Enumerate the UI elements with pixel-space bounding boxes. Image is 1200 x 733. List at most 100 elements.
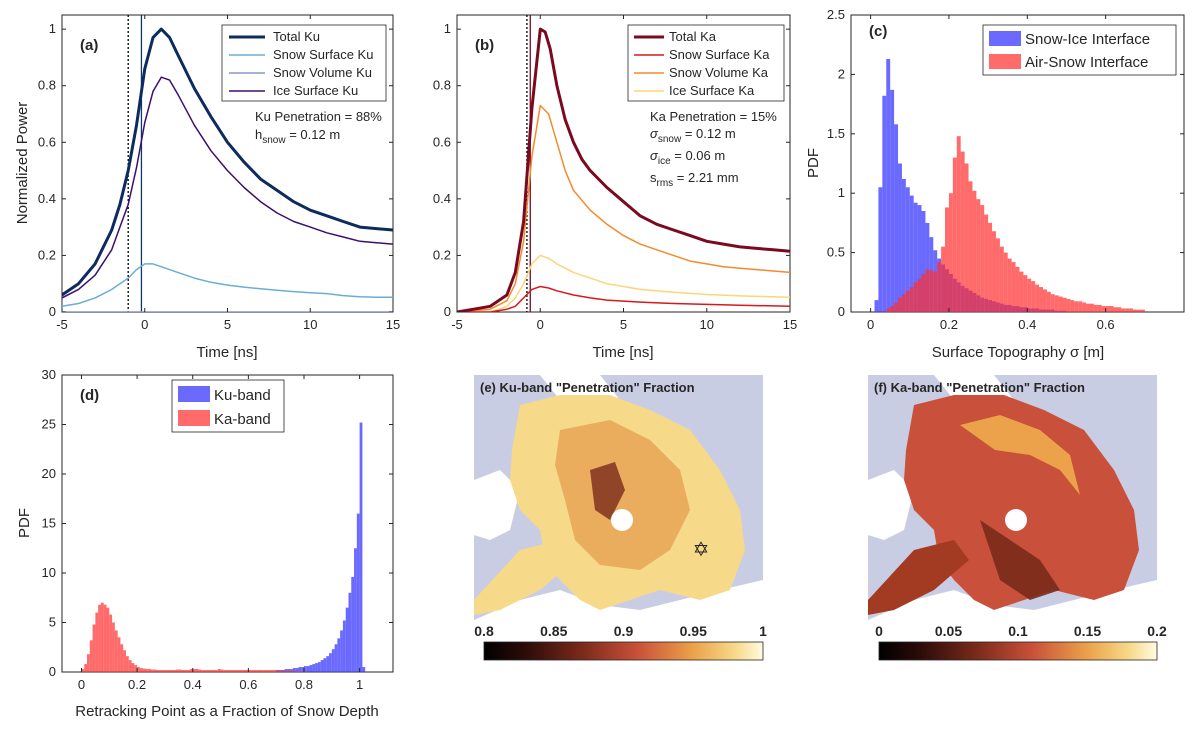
histogram-bar — [167, 670, 171, 672]
histogram-bar — [1027, 278, 1032, 312]
histogram-bar — [913, 202, 918, 312]
legend-label-snow-volume-ku: Snow Volume Ku — [273, 65, 372, 80]
histogram-bar — [295, 668, 299, 672]
histogram-bar — [351, 576, 355, 672]
histogram-bar — [886, 308, 891, 312]
y-tick-label: 15 — [42, 516, 56, 531]
histogram-bar — [248, 670, 252, 672]
panel-f-map: (f) Ka-band "Penetration" Fraction 0 0.05… — [868, 375, 1167, 672]
histogram-bar — [1019, 271, 1024, 312]
histogram-bar — [317, 662, 321, 672]
y-tick-label: 5 — [49, 615, 56, 630]
histogram-bar — [984, 214, 989, 312]
histogram-bar — [1089, 303, 1094, 312]
histogram-bar — [925, 222, 930, 312]
histogram-bar — [301, 667, 304, 672]
panel-a-annotation-hsnow: hsnow = 0.12 m — [255, 127, 340, 146]
y-tick-label: 0.4 — [433, 191, 451, 206]
x-tick-label: 10 — [700, 317, 714, 332]
legend-label-snow-volume-ka: Snow Volume Ka — [669, 65, 769, 80]
histogram-bar — [960, 151, 965, 312]
histogram-bar — [1007, 258, 1012, 312]
histogram-bar — [329, 653, 332, 672]
panel-d-xlabel: Retracking Point as a Fraction of Snow D… — [75, 703, 379, 720]
series-line-snow-surface-ku — [62, 263, 393, 308]
histogram-bar — [217, 669, 221, 672]
colorbar-tick-label: 0.1 — [1008, 623, 1028, 639]
histogram-bar — [156, 670, 160, 672]
map-f-sea-ice-strip — [868, 540, 969, 615]
map-e-land-west — [474, 470, 520, 540]
histogram-bar — [273, 670, 277, 672]
map-f-land-west — [868, 470, 914, 540]
histogram-bar — [220, 669, 224, 672]
histogram-bar — [917, 205, 922, 312]
panel-d-ylabel: PDF — [16, 508, 33, 538]
legend-label-air-snow-interface: Air-Snow Interface — [1025, 54, 1148, 71]
histogram-bar — [362, 667, 366, 672]
histogram-bar — [890, 306, 895, 312]
histogram-bar — [245, 670, 249, 672]
x-tick-label: 0.6 — [1097, 317, 1115, 332]
histogram-bar — [148, 669, 152, 672]
histogram-bar — [1066, 298, 1071, 312]
panel-b-annotation-sigma-snow: σsnow = 0.12 m — [650, 126, 736, 145]
histogram-bar — [284, 669, 288, 672]
panel-c: 0 0.2 0.4 0.6 0 0.5 1 1.5 2 2.5 (c) Surface Topog… — [805, 7, 1185, 361]
panel-a-letter: (a) — [80, 37, 98, 54]
histogram-bar — [337, 638, 341, 672]
histogram-bar — [909, 287, 914, 312]
colorbar-tick-label: 0.8 — [474, 623, 494, 639]
x-tick-label: 0.2 — [128, 677, 146, 692]
panel-c-xlabel: Surface Topography σ [m] — [932, 344, 1104, 361]
histogram-bar — [1082, 302, 1087, 312]
panel-a-plot-area — [62, 15, 393, 312]
y-tick-label: 10 — [42, 565, 56, 580]
histogram-bar — [212, 670, 215, 672]
y-tick-label: 0 — [444, 304, 451, 319]
histogram-bar — [995, 238, 1000, 312]
histogram-bar — [309, 665, 313, 672]
histogram-bar — [170, 670, 174, 672]
histogram-bar — [1133, 309, 1137, 312]
histogram-bar — [287, 671, 291, 672]
histogram-bar — [184, 670, 188, 672]
histogram-bar — [1121, 308, 1126, 312]
histogram-bar — [886, 58, 891, 312]
x-tick-label: 5 — [224, 317, 231, 332]
panel-b-legend: Total Ka Snow Surface Ka Snow Volume Ka … — [627, 24, 785, 102]
histogram-bar — [223, 670, 227, 672]
histogram-bar — [992, 231, 996, 312]
colorbar-tick-label: 1 — [759, 623, 767, 639]
y-tick-label: 0 — [49, 664, 56, 679]
legend-label-snow-surface-ka: Snow Surface Ka — [669, 47, 770, 62]
histogram-bar — [913, 282, 918, 312]
histogram-bar — [256, 670, 260, 672]
panel-e-colorbar-ticks: 0.8 0.85 0.9 0.95 1 — [474, 623, 767, 639]
histogram-bar — [290, 671, 293, 672]
histogram-bar — [234, 670, 238, 672]
y-tick-label: 1.5 — [827, 126, 845, 141]
histogram-bar — [240, 670, 243, 672]
x-tick-label: -5 — [56, 317, 68, 332]
panel-f-colorbar — [878, 641, 1158, 661]
map-f-sea-ice-dark — [980, 520, 1060, 600]
histogram-bar — [890, 89, 895, 312]
histogram-bar — [265, 670, 268, 672]
y-tick-label: 20 — [42, 466, 56, 481]
histogram-bar — [1129, 308, 1134, 312]
histogram-bar — [941, 246, 946, 312]
panel-d-legend: Ku-band Ka-band — [171, 379, 285, 433]
legend-label-snow-ice-interface: Snow-Ice Interface — [1025, 31, 1150, 48]
histogram-bar — [117, 637, 121, 672]
colorbar-tick-label: 0 — [875, 623, 883, 639]
histogram-bar — [195, 669, 199, 672]
histogram-bar — [128, 660, 132, 672]
histogram-bar — [894, 302, 899, 312]
histogram-bar — [952, 157, 957, 312]
histogram-bar — [315, 663, 318, 672]
